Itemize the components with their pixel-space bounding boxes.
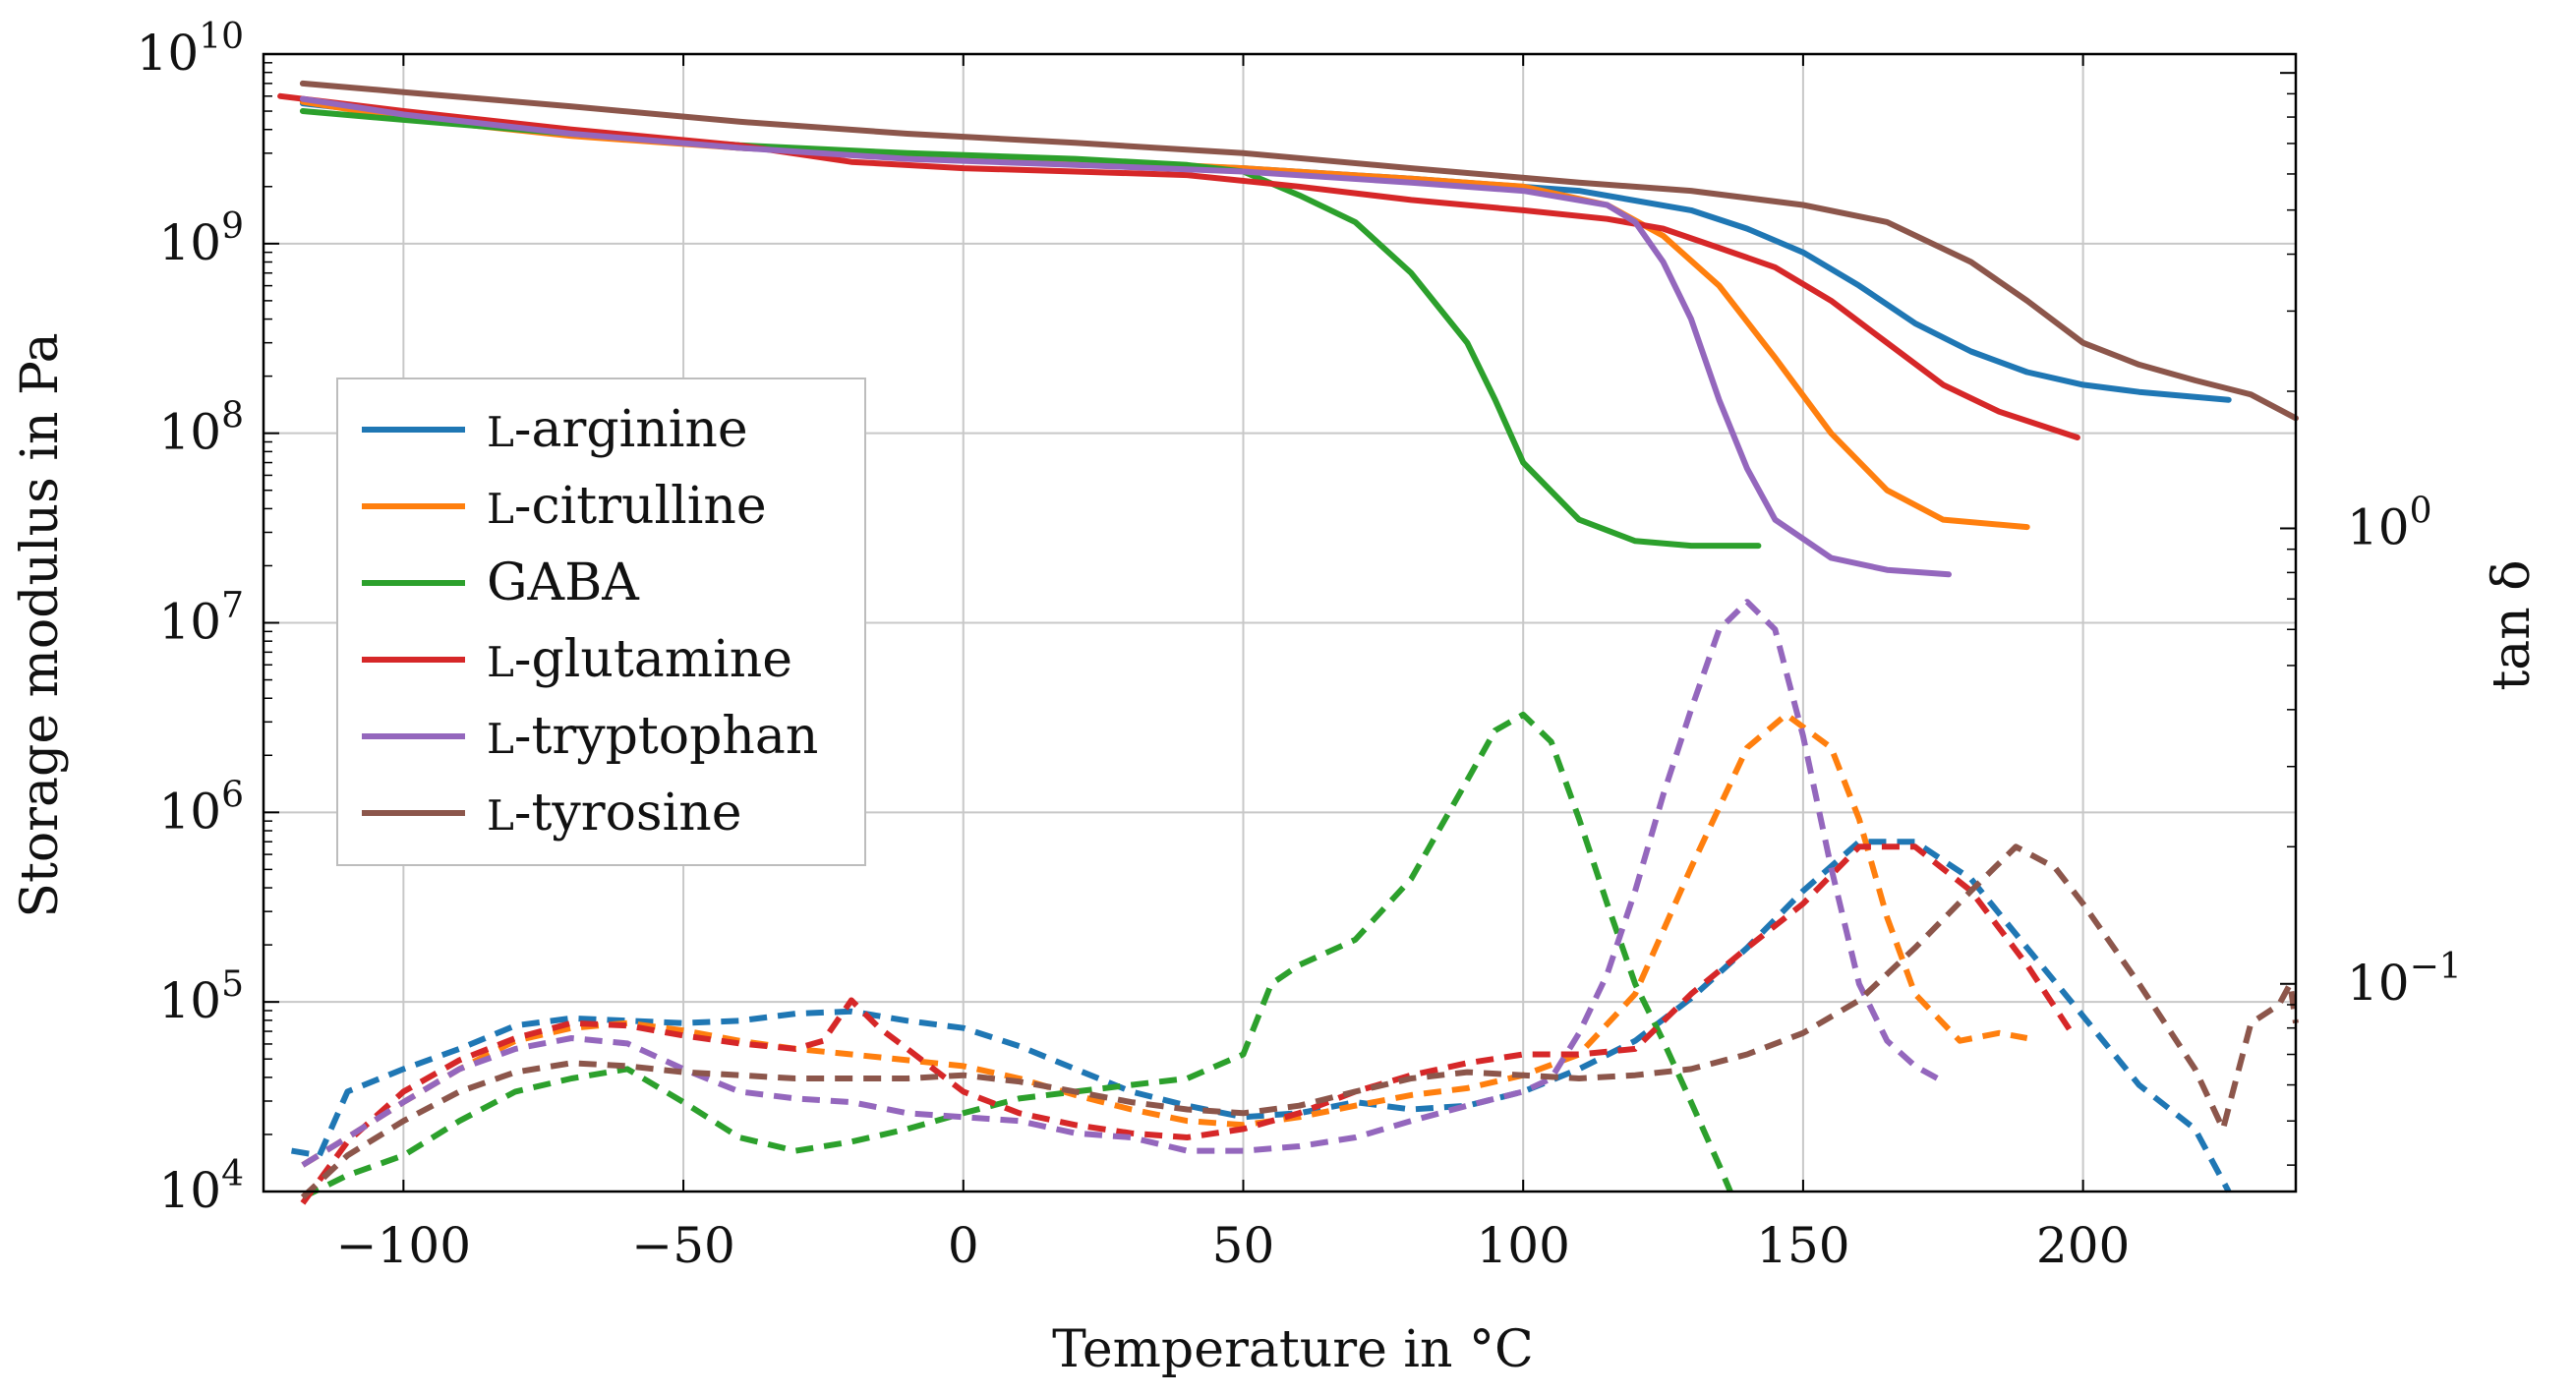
x-tick-label: −50 — [631, 1217, 735, 1274]
tan-delta-line-l-tyrosine — [300, 843, 2299, 1199]
y-tick-label-base: 10 — [158, 783, 221, 840]
y2-tick-label: 10−1 — [2347, 947, 2462, 1012]
legend-label-prefix: L — [487, 715, 514, 763]
legend-label-l-arginine: L-arginine — [487, 400, 748, 459]
tan-delta-line-gaba — [301, 711, 1733, 1200]
legend-label-prefix: L — [487, 791, 514, 840]
legend-label-suffix: -citrulline — [514, 477, 767, 536]
legend-label-gaba: GABA — [487, 553, 640, 612]
y-tick-label-base: 10 — [158, 214, 221, 271]
y-tick-label: 104 — [158, 1154, 244, 1219]
y-tick-label: 108 — [158, 396, 244, 461]
legend-label-l-tryptophan: L-tryptophan — [487, 707, 818, 766]
legend-label-suffix: -glutamine — [514, 630, 792, 689]
storage-modulus-line-l-tryptophan — [299, 95, 1952, 578]
y2-tick-label-exponent: 0 — [2410, 491, 2432, 531]
legend-box — [336, 378, 866, 866]
x-tick-label: 150 — [1756, 1217, 1849, 1274]
y-tick-label-exponent: 10 — [199, 17, 244, 57]
legend-label-suffix: -tryptophan — [514, 707, 818, 766]
x-tick-label: 50 — [1212, 1217, 1275, 1274]
y-tick-label-base: 10 — [158, 594, 221, 651]
y2-tick-label-base: 10 — [2347, 955, 2410, 1012]
series-layer — [277, 80, 2299, 1205]
y2-tick-label: 100 — [2347, 491, 2432, 555]
y-tick-label: 109 — [158, 206, 244, 271]
legend-label-suffix: -tyrosine — [514, 784, 742, 843]
legend-label-prefix: L — [487, 485, 514, 533]
y-tick-label-base: 10 — [137, 25, 200, 82]
y2-tick-label-base: 10 — [2347, 498, 2410, 555]
y-tick-label: 106 — [158, 775, 244, 840]
tan-delta-line-l-glutamine — [300, 843, 2075, 1205]
x-tick-label: 0 — [948, 1217, 979, 1274]
tan-delta-line-l-tryptophan — [301, 599, 1940, 1168]
legend-label-l-citrulline: L-citrulline — [487, 477, 767, 536]
x-axis-title: Temperature in °C — [1052, 1320, 1534, 1379]
y-tick-label: 1010 — [137, 17, 244, 82]
legend-label-suffix: GABA — [487, 553, 640, 612]
x-tick-label: −100 — [336, 1217, 471, 1274]
y-tick-label-base: 10 — [158, 972, 221, 1029]
storage-modulus-line-l-arginine — [299, 100, 2232, 403]
x-tick-label: 100 — [1476, 1217, 1569, 1274]
legend-label-l-tyrosine: L-tyrosine — [487, 784, 741, 843]
y-tick-label-base: 10 — [158, 1162, 221, 1219]
legend: L-arginineL-citrullineGABAL-glutamineL-t… — [336, 378, 866, 866]
legend-label-prefix: L — [487, 638, 514, 686]
y2-tick-label-exponent: −1 — [2410, 947, 2462, 987]
legend-label-suffix: -arginine — [514, 400, 748, 459]
y-tick-label-exponent: 6 — [221, 775, 244, 815]
y2-axis-title: tan δ — [2483, 559, 2542, 690]
y-tick-label-base: 10 — [158, 404, 221, 461]
y-tick-label: 105 — [158, 964, 244, 1029]
y-tick-label-exponent: 9 — [221, 206, 244, 247]
x-tick-label: 200 — [2036, 1217, 2130, 1274]
y-tick-label-exponent: 7 — [221, 586, 244, 626]
storage-modulus-line-l-tyrosine — [299, 80, 2299, 422]
y-tick-label: 107 — [158, 586, 244, 651]
legend-label-l-glutamine: L-glutamine — [487, 630, 792, 689]
y-tick-label-exponent: 8 — [221, 396, 244, 436]
legend-label-prefix: L — [487, 408, 514, 456]
y-tick-label-exponent: 5 — [221, 964, 244, 1005]
y-axis-title: Storage modulus in Pa — [11, 332, 70, 917]
y-tick-label-exponent: 4 — [221, 1154, 244, 1194]
tan-delta-line-l-citrulline — [301, 711, 2028, 1168]
axes-layer: −100 −50 0 50 100 150 200104105106107108109101… — [137, 17, 2462, 1274]
